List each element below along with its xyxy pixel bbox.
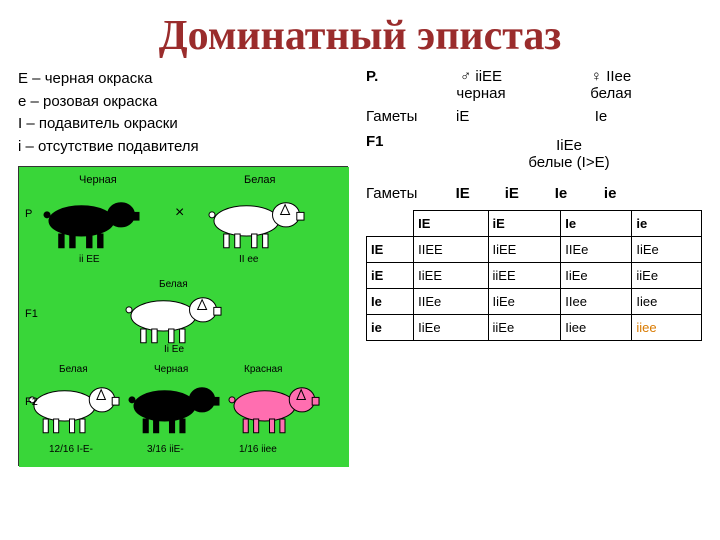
punnett-row-header: IE (367, 237, 414, 263)
punnett-row: IEIIEEIiEEIIEeIiEe (367, 237, 702, 263)
gametes-label-1: Гаметы (366, 108, 436, 125)
f1-genotype: IiEe (556, 137, 582, 154)
svg-text:×: × (175, 204, 184, 221)
page-title: Доминатный эпистаз (0, 0, 720, 68)
punnett-cell: iiEe (632, 263, 702, 289)
p-gamete-0: iE (440, 108, 485, 125)
f1-gamete-0: IE (440, 185, 485, 202)
legend-desc: розовая окраска (43, 91, 157, 114)
punnett-cell: IiEe (561, 263, 632, 289)
allele-legend: E – черная окраскаe – розовая окраскаI –… (18, 68, 348, 158)
svg-text:Белая: Белая (159, 279, 188, 290)
punnett-cell: IIEe (561, 237, 632, 263)
legend-key: i – (18, 136, 38, 159)
svg-text:Белая: Белая (244, 174, 276, 186)
p-gametes-line: Гаметы iE Ie (366, 108, 702, 125)
svg-text:12/16 I-E-: 12/16 I-E- (49, 444, 93, 455)
f1-gamete-2: Ie (539, 185, 584, 202)
f1-gamete-1: iE (489, 185, 534, 202)
legend-desc: отсутствие подавителя (38, 136, 199, 159)
female-symbol: ♀ (591, 68, 602, 85)
female-parent: ♀ IIee белая (566, 68, 656, 102)
punnett-cell: IIEE (414, 237, 488, 263)
svg-text:1/16 iiee: 1/16 iiee (239, 444, 277, 455)
punnett-cell: IiEe (414, 315, 488, 341)
legend-line: E – черная окраска (18, 68, 348, 91)
punnett-row: ieIiEeiiEeIieeiiee (367, 315, 702, 341)
punnett-row-header: ie (367, 315, 414, 341)
svg-text:3/16 iiE-: 3/16 iiE- (147, 444, 184, 455)
punnett-cell: IIee (561, 289, 632, 315)
punnett-cell: IiEE (414, 263, 488, 289)
f1-phenotype: белые (I>E) (528, 154, 609, 171)
svg-text:II ee: II ee (239, 254, 259, 265)
punnett-cell: iiee (632, 315, 702, 341)
pig-diagram: × Черная Белая P F1 F2 ii EE II ee Белая Ii Ee Бел… (18, 166, 348, 466)
male-genotype: iiEE (475, 68, 502, 85)
legend-line: e – розовая окраска (18, 91, 348, 114)
svg-text:P: P (25, 208, 32, 220)
punnett-row-header: iE (367, 263, 414, 289)
diagram-svg: × Черная Белая P F1 F2 ii EE II ee Белая Ii Ee Бел… (19, 167, 349, 467)
punnett-cell: iiEe (488, 315, 561, 341)
legend-desc: подавитель окраски (39, 113, 178, 136)
punnett-head: IEiEIeie (367, 211, 702, 237)
punnett-cell: IiEe (488, 289, 561, 315)
svg-text:F1: F1 (25, 308, 38, 320)
legend-key: E – (18, 68, 45, 91)
punnett-col-header: Ie (561, 211, 632, 237)
gametes-label-2: Гаметы (366, 185, 436, 202)
parents-line: P. ♂ iiEE черная ♀ IIee белая (366, 68, 702, 102)
punnett-col-header: ie (632, 211, 702, 237)
f1-gametes-line: Гаметы IE iE Ie ie (366, 185, 702, 202)
content-area: E – черная окраскаe – розовая окраскаI –… (0, 68, 720, 466)
f1-gamete-3: ie (588, 185, 633, 202)
punnett-cell: Iiee (561, 315, 632, 341)
punnett-col-header: IE (414, 211, 488, 237)
svg-text:Ii Ee: Ii Ee (164, 344, 184, 355)
svg-text:F2: F2 (25, 396, 38, 408)
svg-text:Черная: Черная (154, 364, 188, 375)
male-parent: ♂ iiEE черная (436, 68, 526, 102)
legend-key: e – (18, 91, 43, 114)
punnett-cell: Iiee (632, 289, 702, 315)
punnett-cell: IIEe (414, 289, 488, 315)
legend-desc: черная окраска (45, 68, 153, 91)
legend-line: I – подавитель окраски (18, 113, 348, 136)
punnett-cell: IiEe (632, 237, 702, 263)
right-column: P. ♂ iiEE черная ♀ IIee белая Гаметы iE … (366, 68, 702, 466)
svg-text:Черная: Черная (79, 174, 117, 186)
punnett-cell: IiEE (488, 237, 561, 263)
left-column: E – черная окраскаe – розовая окраскаI –… (18, 68, 348, 466)
f1-label: F1 (366, 133, 436, 150)
legend-line: i – отсутствие подавителя (18, 136, 348, 159)
p-label: P. (366, 68, 436, 85)
punnett-row: iEIiEEiiEEIiEeiiEe (367, 263, 702, 289)
punnett-square: IEiEIeie IEIIEEIiEEIIEeIiEeiEIiEEiiEEIiE… (366, 210, 702, 341)
male-symbol: ♂ (460, 68, 471, 85)
punnett-row: IeIIEeIiEeIIeeIiee (367, 289, 702, 315)
female-genotype: IIee (606, 68, 631, 85)
female-phenotype: белая (590, 85, 631, 102)
svg-text:ii EE: ii EE (79, 254, 100, 265)
punnett-body: IEIIEEIiEEIIEeIiEeiEIiEEiiEEIiEeiiEeIeII… (367, 237, 702, 341)
p-gamete-1: Ie (579, 108, 624, 125)
f1-result: IiEe белые (I>E) (436, 137, 702, 171)
svg-text:Белая: Белая (59, 364, 88, 375)
punnett-row-header: Ie (367, 289, 414, 315)
f1-line: F1 IiEe белые (I>E) (366, 133, 702, 179)
male-phenotype: черная (456, 85, 505, 102)
punnett-col-header: iE (488, 211, 561, 237)
punnett-cell: iiEE (488, 263, 561, 289)
svg-text:Красная: Красная (244, 364, 282, 375)
legend-key: I – (18, 113, 39, 136)
